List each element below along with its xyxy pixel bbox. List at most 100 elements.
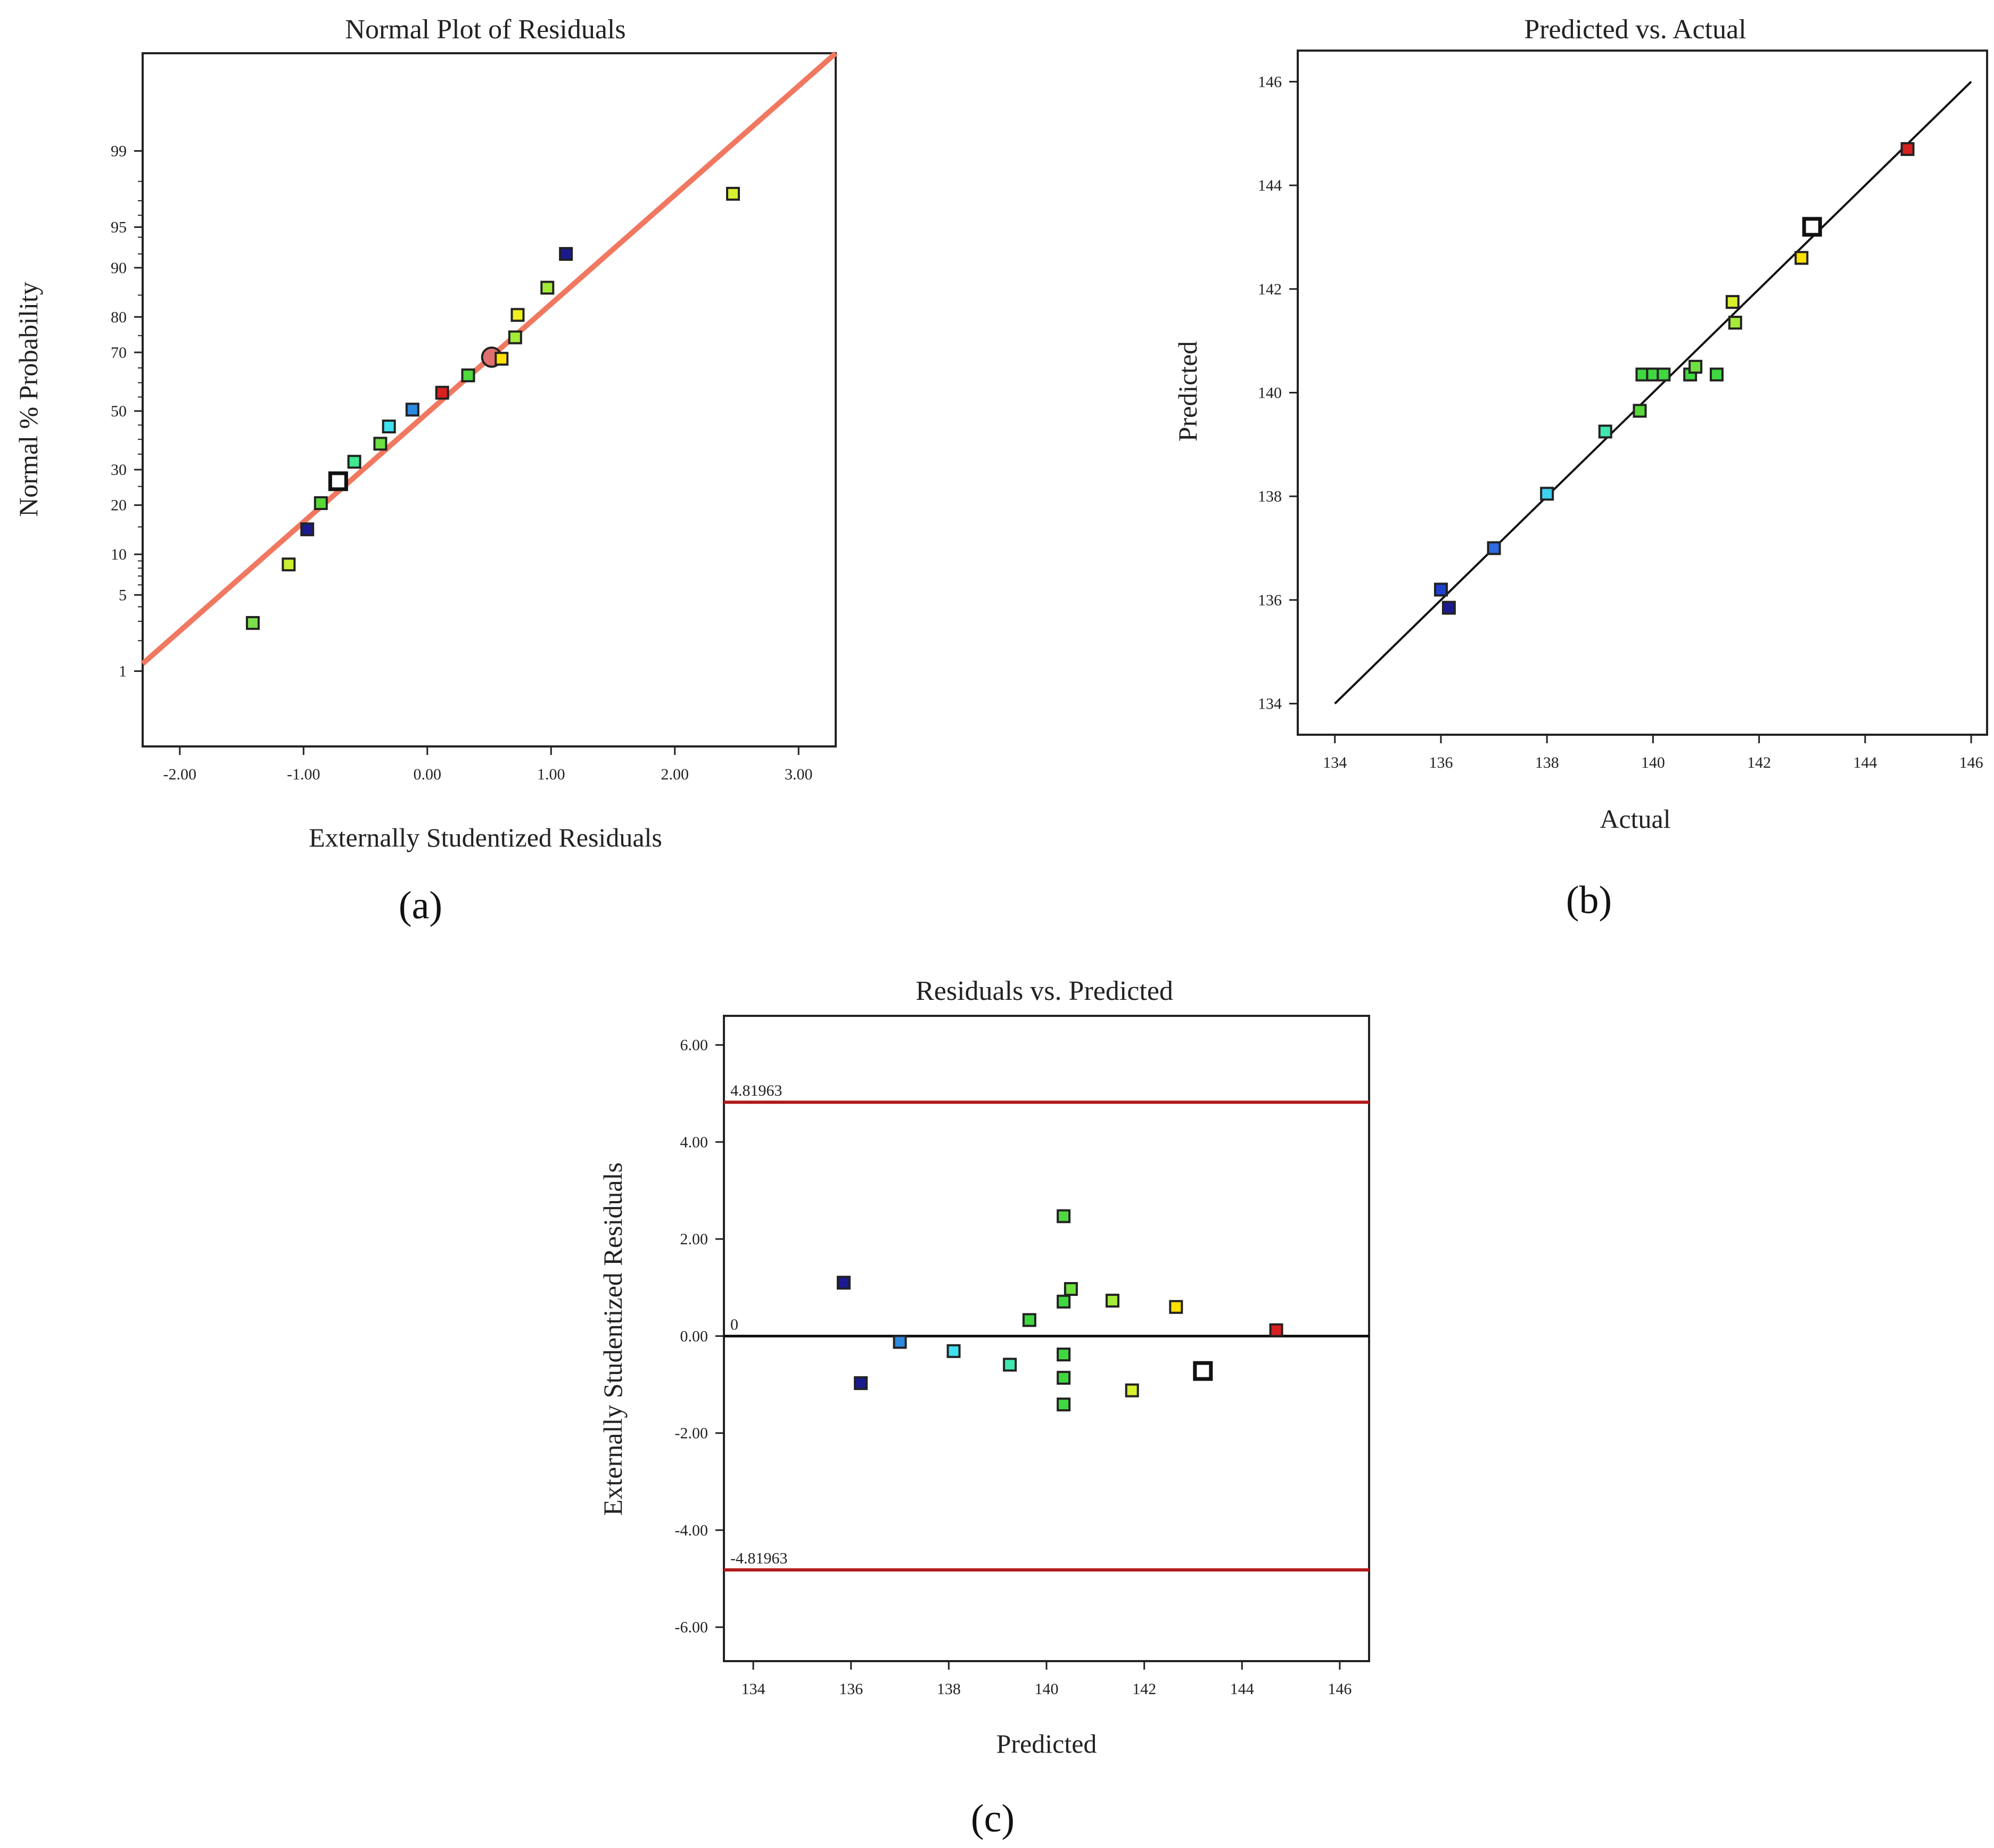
design-point [1657, 367, 1671, 382]
panel-c-label: (c) [971, 1797, 1015, 1841]
residual-point [508, 330, 522, 344]
y-tick-label: 30 [111, 461, 127, 479]
residual-point [1057, 1397, 1071, 1411]
design-point [1900, 142, 1915, 156]
residual-point [282, 557, 296, 572]
residual-point [435, 385, 449, 400]
residual-point [1003, 1358, 1017, 1372]
x-tick-label: 142 [1132, 1680, 1156, 1698]
y-tick-label: 6.00 [680, 1037, 708, 1054]
x-tick-label: 146 [1959, 754, 1983, 771]
panel-c-reference-lines: 4.81963 0 -4.81963 [724, 1082, 1369, 1572]
panel-a-title: Normal Plot of Residuals [345, 14, 625, 45]
design-point [1633, 404, 1647, 418]
y-tick-label: -6.00 [675, 1619, 708, 1636]
residual-point [314, 496, 328, 511]
residual-point [1022, 1313, 1036, 1327]
y-tick-label: 70 [111, 344, 127, 362]
panel-a-plot-frame [142, 52, 837, 748]
y-tick-label: 0.00 [680, 1327, 708, 1345]
residual-point [1193, 1361, 1213, 1381]
y-tick-label: 20 [111, 497, 127, 514]
panel-a-y-axis-label: Normal % Probability [13, 282, 43, 517]
x-tick-label: 146 [1328, 1680, 1352, 1698]
y-tick-label: 4.00 [680, 1134, 708, 1151]
panel-c-ticks: 134 136 138 140 142 144 146 -6.00 -4.00 -2.00 0.00… [675, 1037, 1352, 1698]
panel-a-label: (a) [399, 884, 442, 927]
y-tick-label: -4.00 [675, 1522, 708, 1539]
reference-line-label: 0 [730, 1316, 738, 1333]
residual-point [946, 1344, 961, 1358]
design-point [1794, 251, 1809, 265]
x-tick-label: 134 [1323, 754, 1347, 771]
residual-point [540, 281, 555, 295]
design-point [1709, 367, 1724, 382]
panel-b-reference-line [1334, 80, 1972, 705]
panel-b-plot-frame [1297, 50, 1988, 736]
y-tick-label: 80 [111, 308, 127, 326]
residual-point [726, 186, 740, 201]
residual-point [461, 368, 475, 383]
design-point [1540, 487, 1554, 501]
residual-point [245, 616, 260, 630]
x-tick-label: 1.00 [537, 766, 565, 783]
design-point [1598, 424, 1612, 439]
residual-point [1064, 1282, 1078, 1296]
panel-c-title: Residuals vs. Predicted [916, 976, 1173, 1006]
y-tick-label: 10 [111, 546, 127, 563]
design-point [1688, 359, 1703, 374]
panel-c-y-axis-label: Externally Studentized Residuals [598, 1162, 628, 1516]
panel-a-points [245, 186, 740, 630]
panel-a-normal-plot: Normal Plot of Residuals -2.00 -1.00 0.00 1… [13, 14, 838, 927]
x-tick-label: 140 [1035, 1680, 1059, 1698]
x-tick-label: -1.00 [287, 766, 320, 783]
residual-point [1269, 1323, 1283, 1337]
x-tick-label: 144 [1853, 754, 1877, 771]
design-point [1728, 316, 1742, 330]
y-tick-label: -2.00 [675, 1425, 708, 1442]
panel-b-y-axis-label: Predicted [1173, 341, 1202, 442]
panel-c-points [836, 1209, 1283, 1411]
residual-point [1105, 1293, 1119, 1308]
design-point [1725, 295, 1740, 309]
y-tick-label: 140 [1258, 384, 1282, 402]
panel-b-points [1433, 142, 1915, 615]
residual-point [405, 403, 419, 417]
panel-a-ticks: -2.00 -1.00 0.00 1.00 2.00 3.00 1 5 10 20 30 50 70 80… [111, 142, 813, 783]
panel-c-x-axis-label: Predicted [996, 1729, 1097, 1759]
x-tick-label: 140 [1641, 754, 1665, 771]
x-tick-label: 136 [839, 1680, 863, 1698]
panel-b-ticks: 134 136 138 140 142 144 146 134 136 138 140 142 144 1… [1258, 73, 1983, 771]
residual-point [328, 471, 348, 491]
y-tick-label: 50 [111, 403, 127, 420]
panel-b-predicted-vs-actual: Predicted vs. Actual 134 136 138 140 142 144 1… [1173, 14, 1988, 922]
x-tick-label: 144 [1230, 1680, 1254, 1698]
residual-point [836, 1276, 851, 1290]
x-tick-label: -2.00 [163, 766, 197, 783]
design-point [1487, 541, 1501, 555]
y-tick-label: 144 [1258, 177, 1282, 194]
x-tick-label: 138 [1535, 754, 1559, 771]
y-tick-label: 146 [1258, 73, 1282, 91]
panel-c-residuals-vs-predicted: Residuals vs. Predicted 4.81963 0 -4.81963… [598, 976, 1370, 1841]
design-point [1433, 582, 1448, 597]
residual-point [373, 437, 388, 451]
x-tick-label: 0.00 [414, 766, 442, 783]
y-tick-label: 134 [1258, 695, 1282, 713]
y-tick-label: 142 [1258, 281, 1282, 298]
residual-point [559, 247, 573, 261]
reference-line-label: 4.81963 [730, 1082, 782, 1099]
x-tick-label: 3.00 [785, 766, 813, 783]
x-tick-label: 142 [1747, 754, 1771, 771]
residual-point [347, 455, 361, 469]
residual-point [510, 308, 525, 322]
panel-b-label: (b) [1566, 878, 1612, 922]
y-tick-label: 5 [119, 586, 127, 604]
y-tick-label: 138 [1258, 488, 1282, 505]
y-tick-label: 95 [111, 219, 127, 236]
x-tick-label: 138 [937, 1680, 961, 1698]
x-tick-label: 134 [741, 1680, 765, 1698]
residual-point [382, 420, 396, 434]
